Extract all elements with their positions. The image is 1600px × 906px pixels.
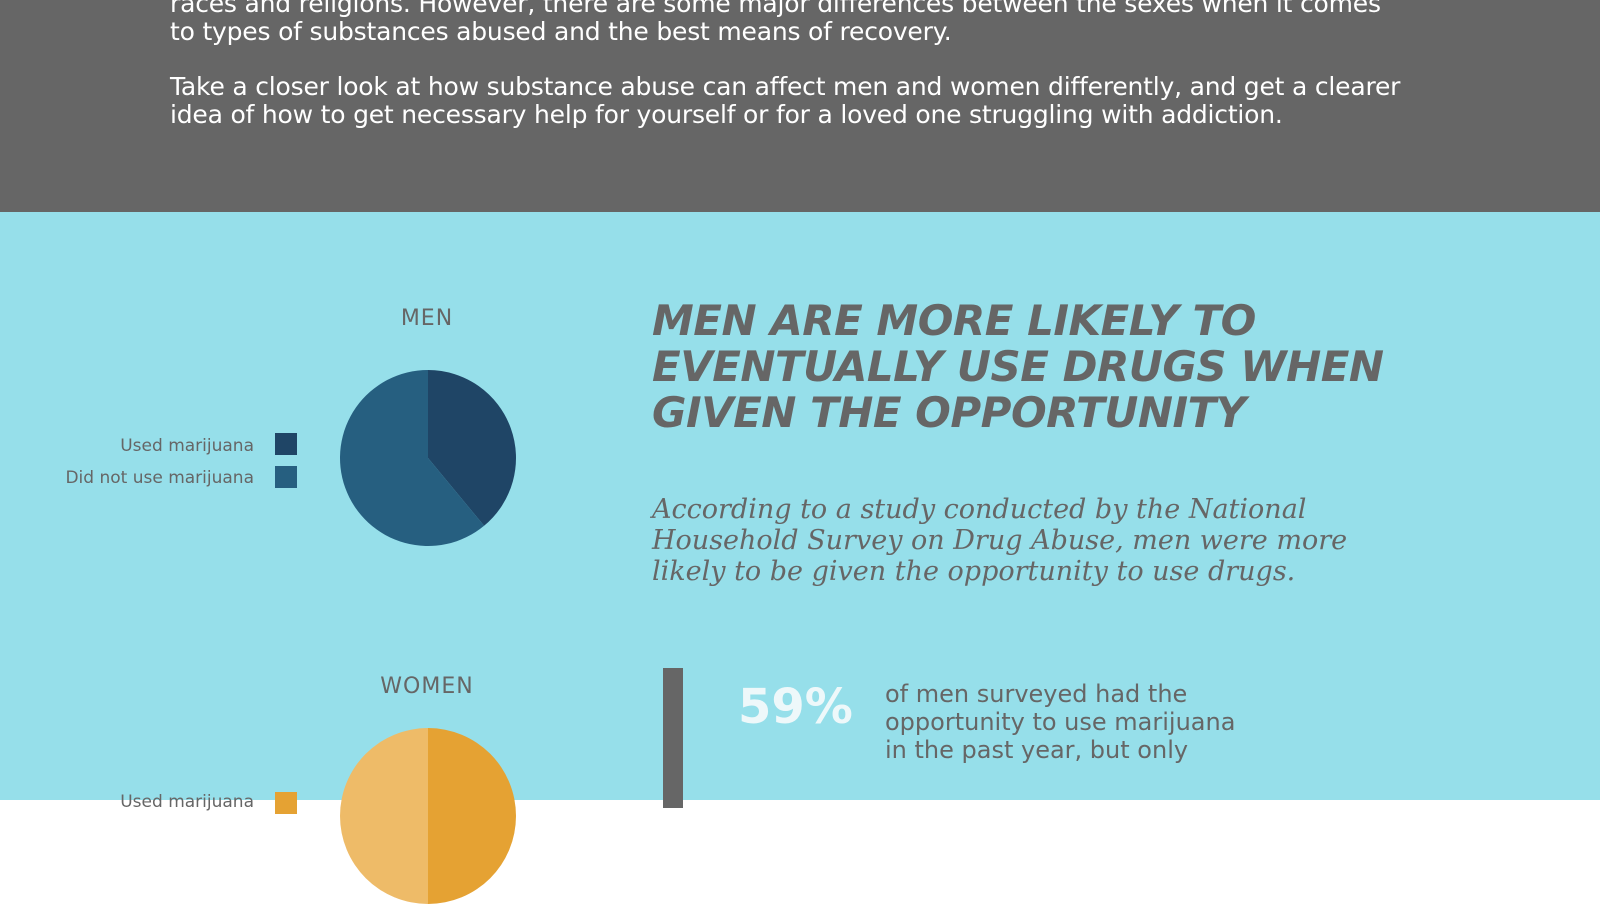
men-pie-slice-used-marijuana — [428, 370, 516, 526]
stat-percentage: 59% — [738, 679, 853, 735]
headline-line-3: GIVEN THE OPPORTUNITY — [652, 388, 1246, 437]
stat-description: of men surveyed had the opportunity to u… — [885, 680, 1235, 764]
women-pie-slice-used-marijuana — [428, 728, 516, 904]
main-section — [0, 212, 1600, 800]
intro-paragraph-1: races and religions. However, there are … — [170, 0, 1430, 46]
women-chart-title: WOMEN — [380, 674, 474, 699]
intro-paragraph-2: Take a closer look at how substance abus… — [170, 73, 1430, 129]
body-line-3: likely to be given the opportunity to us… — [652, 556, 1296, 587]
women-pie-chart — [340, 728, 516, 904]
body-line-2: Household Survey on Drug Abuse, men were… — [652, 525, 1348, 556]
men-legend-used-swatch — [275, 433, 297, 455]
men-pie-slice-did-not-use-marijuana — [340, 370, 485, 546]
men-pie-chart — [340, 370, 516, 546]
men-legend-not-used-label: Did not use marijuana — [65, 468, 254, 488]
headline-line-1: MEN ARE MORE LIKELY TO — [652, 296, 1256, 345]
intro-line-1: races and religions. However, there are … — [170, 0, 1381, 18]
stat-line-1: of men surveyed had the — [885, 680, 1188, 708]
men-chart-title: MEN — [400, 306, 454, 331]
intro-line-3: Take a closer look at how substance abus… — [170, 72, 1401, 101]
stat-line-3: in the past year, but only — [885, 736, 1189, 764]
stat-line-2: opportunity to use marijuana — [885, 708, 1236, 736]
women-legend-used-label: Used marijuana — [120, 792, 254, 812]
men-legend-not-used-swatch — [275, 466, 297, 488]
stat-divider-bar — [663, 668, 683, 808]
intro-line-4: idea of how to get necessary help for yo… — [170, 100, 1283, 129]
men-legend-used-label: Used marijuana — [120, 436, 254, 456]
headline-line-2: EVENTUALLY USE DRUGS WHEN — [652, 342, 1384, 391]
study-description: According to a study conducted by the Na… — [652, 494, 1412, 587]
women-pie-slice-did-not-use-marijuana — [340, 728, 428, 904]
intro-line-2: to types of substances abused and the be… — [170, 17, 952, 46]
body-line-1: According to a study conducted by the Na… — [652, 494, 1307, 525]
section-headline: MEN ARE MORE LIKELY TO EVENTUALLY USE DR… — [652, 298, 1384, 436]
women-legend-used-swatch — [275, 792, 297, 814]
intro-band: races and religions. However, there are … — [0, 0, 1600, 212]
